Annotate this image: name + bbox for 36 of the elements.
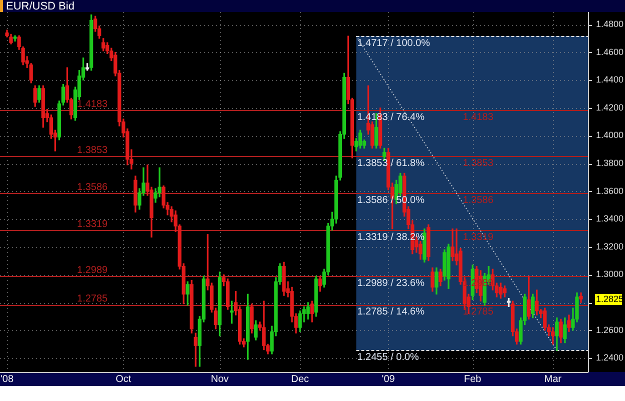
annotation: 1.2455 / 0.0% — [357, 352, 420, 364]
y-tick-label: 1.3000 — [596, 269, 624, 280]
chart-title: EUR/USD Bid — [6, 0, 74, 13]
y-tick-label: 1.4200 — [596, 102, 624, 112]
annotation: 1.4717 / 100.0% — [357, 38, 430, 49]
y-tick-label: 1.3800 — [596, 158, 624, 168]
y-tick-label: 1.4600 — [596, 46, 624, 57]
y-tick-label: 1.2600 — [596, 324, 624, 335]
y-tick-label: 1.4400 — [596, 74, 624, 85]
annotation: 1.4183 — [462, 112, 494, 124]
x-tick-label: '08 — [0, 374, 14, 385]
annotation: 1.2785 — [462, 306, 494, 318]
y-tick-label: 1.4800 — [596, 18, 624, 29]
x-tick-label: '09 — [382, 374, 396, 385]
annotation: 1.2989 — [462, 278, 494, 289]
ref-line-label: 1.3319 — [77, 219, 108, 230]
y-tick-label: 1.2400 — [596, 352, 624, 363]
x-tick-label: Oct — [116, 374, 132, 385]
x-tick-label: Mar — [544, 374, 562, 385]
y-tick-label: 1.3400 — [596, 214, 624, 224]
x-tick-label: Nov — [210, 374, 229, 385]
ref-line-label: 1.4183 — [77, 99, 108, 110]
ref-line-label: 1.2989 — [77, 264, 108, 276]
annotation: 1.3586 — [462, 195, 494, 206]
y-tick-label: 1.4000 — [596, 130, 624, 140]
x-tick-label: Feb — [464, 374, 482, 385]
x-tick-label: Dec — [291, 374, 309, 385]
y-tick-label: 1.3600 — [596, 186, 624, 196]
ref-line-label: 1.3853 — [77, 144, 108, 156]
y-tick-label: 1.3200 — [596, 241, 624, 252]
annotation: 1.2785 / 14.6% — [357, 306, 425, 318]
ref-line-label: 1.3586 — [77, 182, 108, 193]
annotation: 1.3853 — [462, 158, 494, 169]
annotation: 1.2989 / 23.6% — [357, 278, 425, 289]
ref-line-label: 1.2785 — [77, 293, 108, 304]
annotation: 1.3319 — [462, 232, 494, 244]
